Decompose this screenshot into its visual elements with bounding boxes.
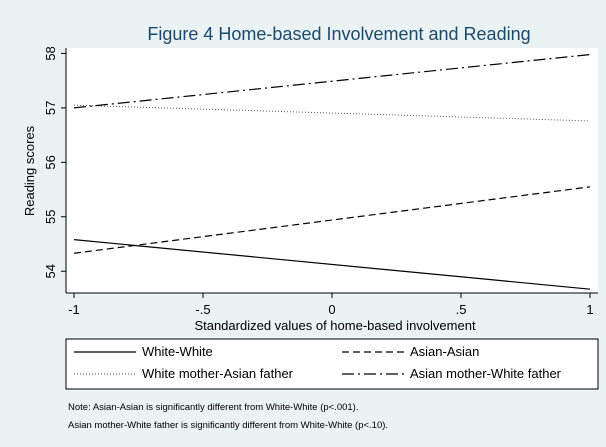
x-ticks: -1 -.5 0 .5 1 xyxy=(68,293,594,317)
legend-label: Asian mother-White father xyxy=(410,366,562,381)
series-line-white-mother-asian-father xyxy=(73,104,591,122)
legend-label: Asian-Asian xyxy=(410,344,479,359)
series-lines xyxy=(73,53,591,290)
x-tick-label: -1 xyxy=(68,302,80,317)
legend-label: White-White xyxy=(142,344,213,359)
x-axis-label: Standardized values of home-based involv… xyxy=(194,318,476,333)
note-line-2: Asian mother-White father is significant… xyxy=(68,420,388,431)
series-line-asian-mother-white-father xyxy=(73,53,591,109)
x-tick-label: 1 xyxy=(586,302,593,317)
plot-area xyxy=(66,48,598,293)
y-tick-label: 55 xyxy=(43,210,58,224)
y-tick-label: 58 xyxy=(43,46,58,60)
series-line-asian-asian xyxy=(73,186,591,254)
y-ticks: 54 55 56 57 58 xyxy=(43,46,66,278)
y-tick-label: 57 xyxy=(43,101,58,115)
legend-box xyxy=(65,338,599,390)
chart-title: Figure 4 Home-based Involvement and Read… xyxy=(147,24,530,44)
legend-label: White mother-Asian father xyxy=(142,366,294,381)
x-tick-label: .5 xyxy=(456,302,467,317)
y-axis-label: Reading scores xyxy=(22,125,37,216)
y-tick-label: 56 xyxy=(43,155,58,169)
note-line-1: Note: Asian-Asian is significantly diffe… xyxy=(68,402,359,413)
y-tick-label: 54 xyxy=(43,264,58,278)
series-line-white-white xyxy=(73,239,591,290)
x-tick-label: -.5 xyxy=(195,302,210,317)
x-tick-label: 0 xyxy=(328,302,335,317)
legend: White-White Asian-Asian White mother-Asian… xyxy=(74,344,562,381)
